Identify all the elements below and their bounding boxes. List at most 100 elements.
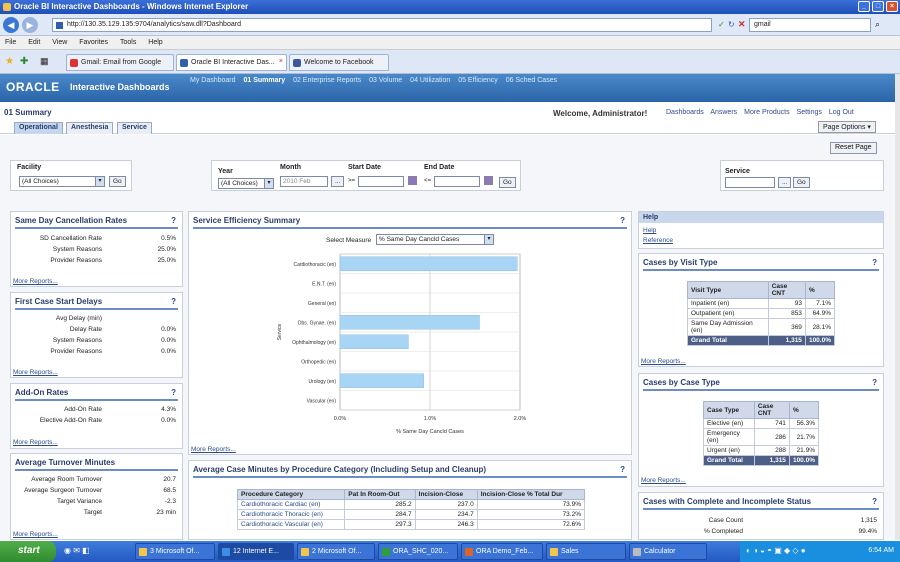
menu-help[interactable]: Help (148, 39, 163, 46)
help-icon[interactable]: ? (171, 388, 176, 397)
more-reports-link[interactable]: More Reports... (641, 358, 686, 365)
more-reports-link[interactable]: More Reports... (191, 446, 236, 453)
dash-tab-efficiency[interactable]: 05 Efficiency (458, 77, 498, 84)
year-select[interactable]: (All Choices) ▾ (218, 178, 274, 189)
category-label: E.N.T. (en) (312, 281, 336, 287)
tab-facebook[interactable]: Welcome to Facebook (289, 54, 389, 71)
dashboard-content: Reset Page Facility (All Choices) ▾ Go Y… (0, 135, 895, 540)
minimize-button[interactable]: _ (858, 1, 870, 12)
taskbar-item[interactable]: Sales (546, 543, 626, 560)
more-reports-link[interactable]: More Reports... (13, 369, 58, 376)
menu-view[interactable]: View (52, 39, 68, 46)
menu-favorites[interactable]: Favorites (79, 39, 109, 46)
help-icon[interactable]: ? (872, 378, 877, 387)
help-link[interactable]: Help (643, 227, 657, 234)
taskbar-item[interactable]: Calculator (629, 543, 707, 560)
menu-tools[interactable]: Tools (120, 39, 137, 46)
divider (643, 389, 879, 391)
favorites-star-icon[interactable]: ★ (5, 56, 14, 67)
browser-tab-row: ★ ✚ ▦ Gmail: Email from Google Oracle BI… (0, 50, 900, 74)
procedure-link[interactable]: Cardiothoracic Vascular (en) (236, 519, 346, 530)
more-reports-link[interactable]: More Reports... (13, 439, 58, 446)
address-bar[interactable]: http://130.35.129.135:9704/analytics/saw… (52, 18, 712, 32)
reset-page-button[interactable]: Reset Page (830, 142, 877, 154)
taskbar-item[interactable]: ORA_SHC_020... (378, 543, 458, 560)
metric-row: System Reasons 0.0% (52, 337, 176, 344)
dash-tab-enterprise[interactable]: 02 Enterprise Reports (293, 77, 362, 84)
help-icon[interactable]: ? (171, 297, 176, 306)
search-icon[interactable]: ⌕ (875, 19, 881, 29)
reference-link[interactable]: Reference (643, 237, 673, 244)
more-reports-link[interactable]: More Reports... (641, 477, 686, 484)
quicklaunch-icons[interactable]: ◉ ✉ ◧ (64, 546, 90, 555)
back-icon[interactable]: ◀ (3, 17, 19, 33)
forward-icon[interactable]: ▶ (22, 17, 38, 33)
dash-tab-sched-cases[interactable]: 06 Sched Cases (505, 77, 558, 84)
taskbar-item[interactable]: 2 Microsoft Of... (297, 543, 375, 560)
calendar-icon[interactable] (408, 176, 417, 185)
service-input[interactable] (725, 177, 775, 188)
address-text: http://130.35.129.135:9704/analytics/saw… (67, 21, 241, 28)
link-dashboards[interactable]: Dashboards (666, 109, 704, 116)
add-favorite-icon[interactable]: ✚ (20, 56, 29, 67)
menu-edit[interactable]: Edit (28, 39, 41, 46)
compat-icon[interactable]: ✓ (718, 20, 725, 29)
measure-select[interactable]: % Same Day Cancld Cases ▾ (376, 234, 494, 245)
help-icon[interactable]: ? (872, 258, 877, 267)
tray-icons[interactable]: ◐ ◑ ◒ ◓ ▣ ◆ ◇ ● (746, 546, 806, 555)
date-go-button[interactable]: Go (499, 177, 516, 188)
start-delays-panel: First Case Start Delays ? Avg Delay (min… (10, 292, 183, 378)
category-label: Cardiothoracic (en) (293, 262, 336, 268)
divider (643, 508, 879, 510)
metric-row: Provider Reasons 25.0% (50, 257, 176, 264)
more-reports-link[interactable]: More Reports... (13, 531, 58, 538)
link-logout[interactable]: Log Out (828, 109, 854, 116)
page-options-button[interactable]: Page Options ▾ (818, 121, 876, 133)
taskbar-item[interactable]: 3 Microsoft Of... (135, 543, 215, 560)
month-picker-button[interactable]: ... (331, 176, 345, 187)
page-tab-anesthesia[interactable]: Anesthesia (66, 122, 114, 134)
facility-select[interactable]: (All Choices) ▾ (19, 176, 105, 187)
help-icon[interactable]: ? (872, 497, 877, 506)
service-go-button[interactable]: Go (793, 177, 810, 188)
service-picker-button[interactable]: ... (778, 177, 792, 188)
link-answers[interactable]: Answers (710, 109, 738, 116)
page-scrollbar[interactable] (895, 74, 900, 540)
dash-tab-summary[interactable]: 01 Summary (243, 77, 286, 84)
page-tab-operational[interactable]: Operational (14, 122, 63, 134)
start-button[interactable]: start (0, 541, 56, 562)
dash-tab-volume[interactable]: 03 Volume (369, 77, 403, 84)
calendar-icon[interactable] (484, 176, 493, 185)
browser-search-input[interactable]: gmail (749, 18, 871, 32)
procedure-link[interactable]: Cardiothoracic Cardiac (en) (236, 499, 346, 510)
link-settings[interactable]: Settings (796, 109, 822, 116)
divider (15, 227, 178, 229)
tab-oracle-bi[interactable]: Oracle BI Interactive Das... × (176, 54, 287, 71)
more-reports-link[interactable]: More Reports... (13, 278, 58, 285)
dash-tab-my-dashboard[interactable]: My Dashboard (190, 77, 236, 84)
help-icon[interactable]: ? (620, 216, 625, 225)
taskbar-item[interactable]: ORA Demo_Feb... (461, 543, 543, 560)
stop-icon[interactable]: ✕ (738, 19, 746, 29)
table-row: Urgent (en) 288 21.9% (703, 445, 820, 456)
maximize-button[interactable]: □ (872, 1, 884, 12)
help-icon[interactable]: ? (620, 465, 625, 474)
month-input[interactable]: 2010 Feb (280, 176, 328, 187)
efficiency-panel: Service Efficiency Summary ? Select Meas… (188, 211, 632, 455)
taskbar-item[interactable]: 12 Internet E... (218, 543, 294, 560)
tab-oracle-bi-label: Oracle BI Interactive Das... (191, 59, 275, 66)
tab-gmail[interactable]: Gmail: Email from Google (66, 54, 174, 71)
help-icon[interactable]: ? (171, 216, 176, 225)
dash-tab-utilization[interactable]: 04 Utilization (410, 77, 451, 84)
menu-file[interactable]: File (5, 39, 17, 46)
refresh-icon[interactable]: ↻ (728, 20, 735, 29)
procedure-link[interactable]: Cardiothoracic Thoracic (en) (236, 509, 346, 520)
start-date-input[interactable] (358, 176, 404, 187)
close-window-button[interactable]: × (886, 1, 898, 12)
close-tab-icon[interactable]: × (278, 58, 283, 65)
end-date-input[interactable] (434, 176, 480, 187)
facility-go-button[interactable]: Go (109, 176, 126, 187)
page-tab-service[interactable]: Service (117, 122, 152, 134)
link-more-products[interactable]: More Products (744, 109, 790, 116)
quick-tabs-icon[interactable]: ▦ (40, 56, 49, 66)
